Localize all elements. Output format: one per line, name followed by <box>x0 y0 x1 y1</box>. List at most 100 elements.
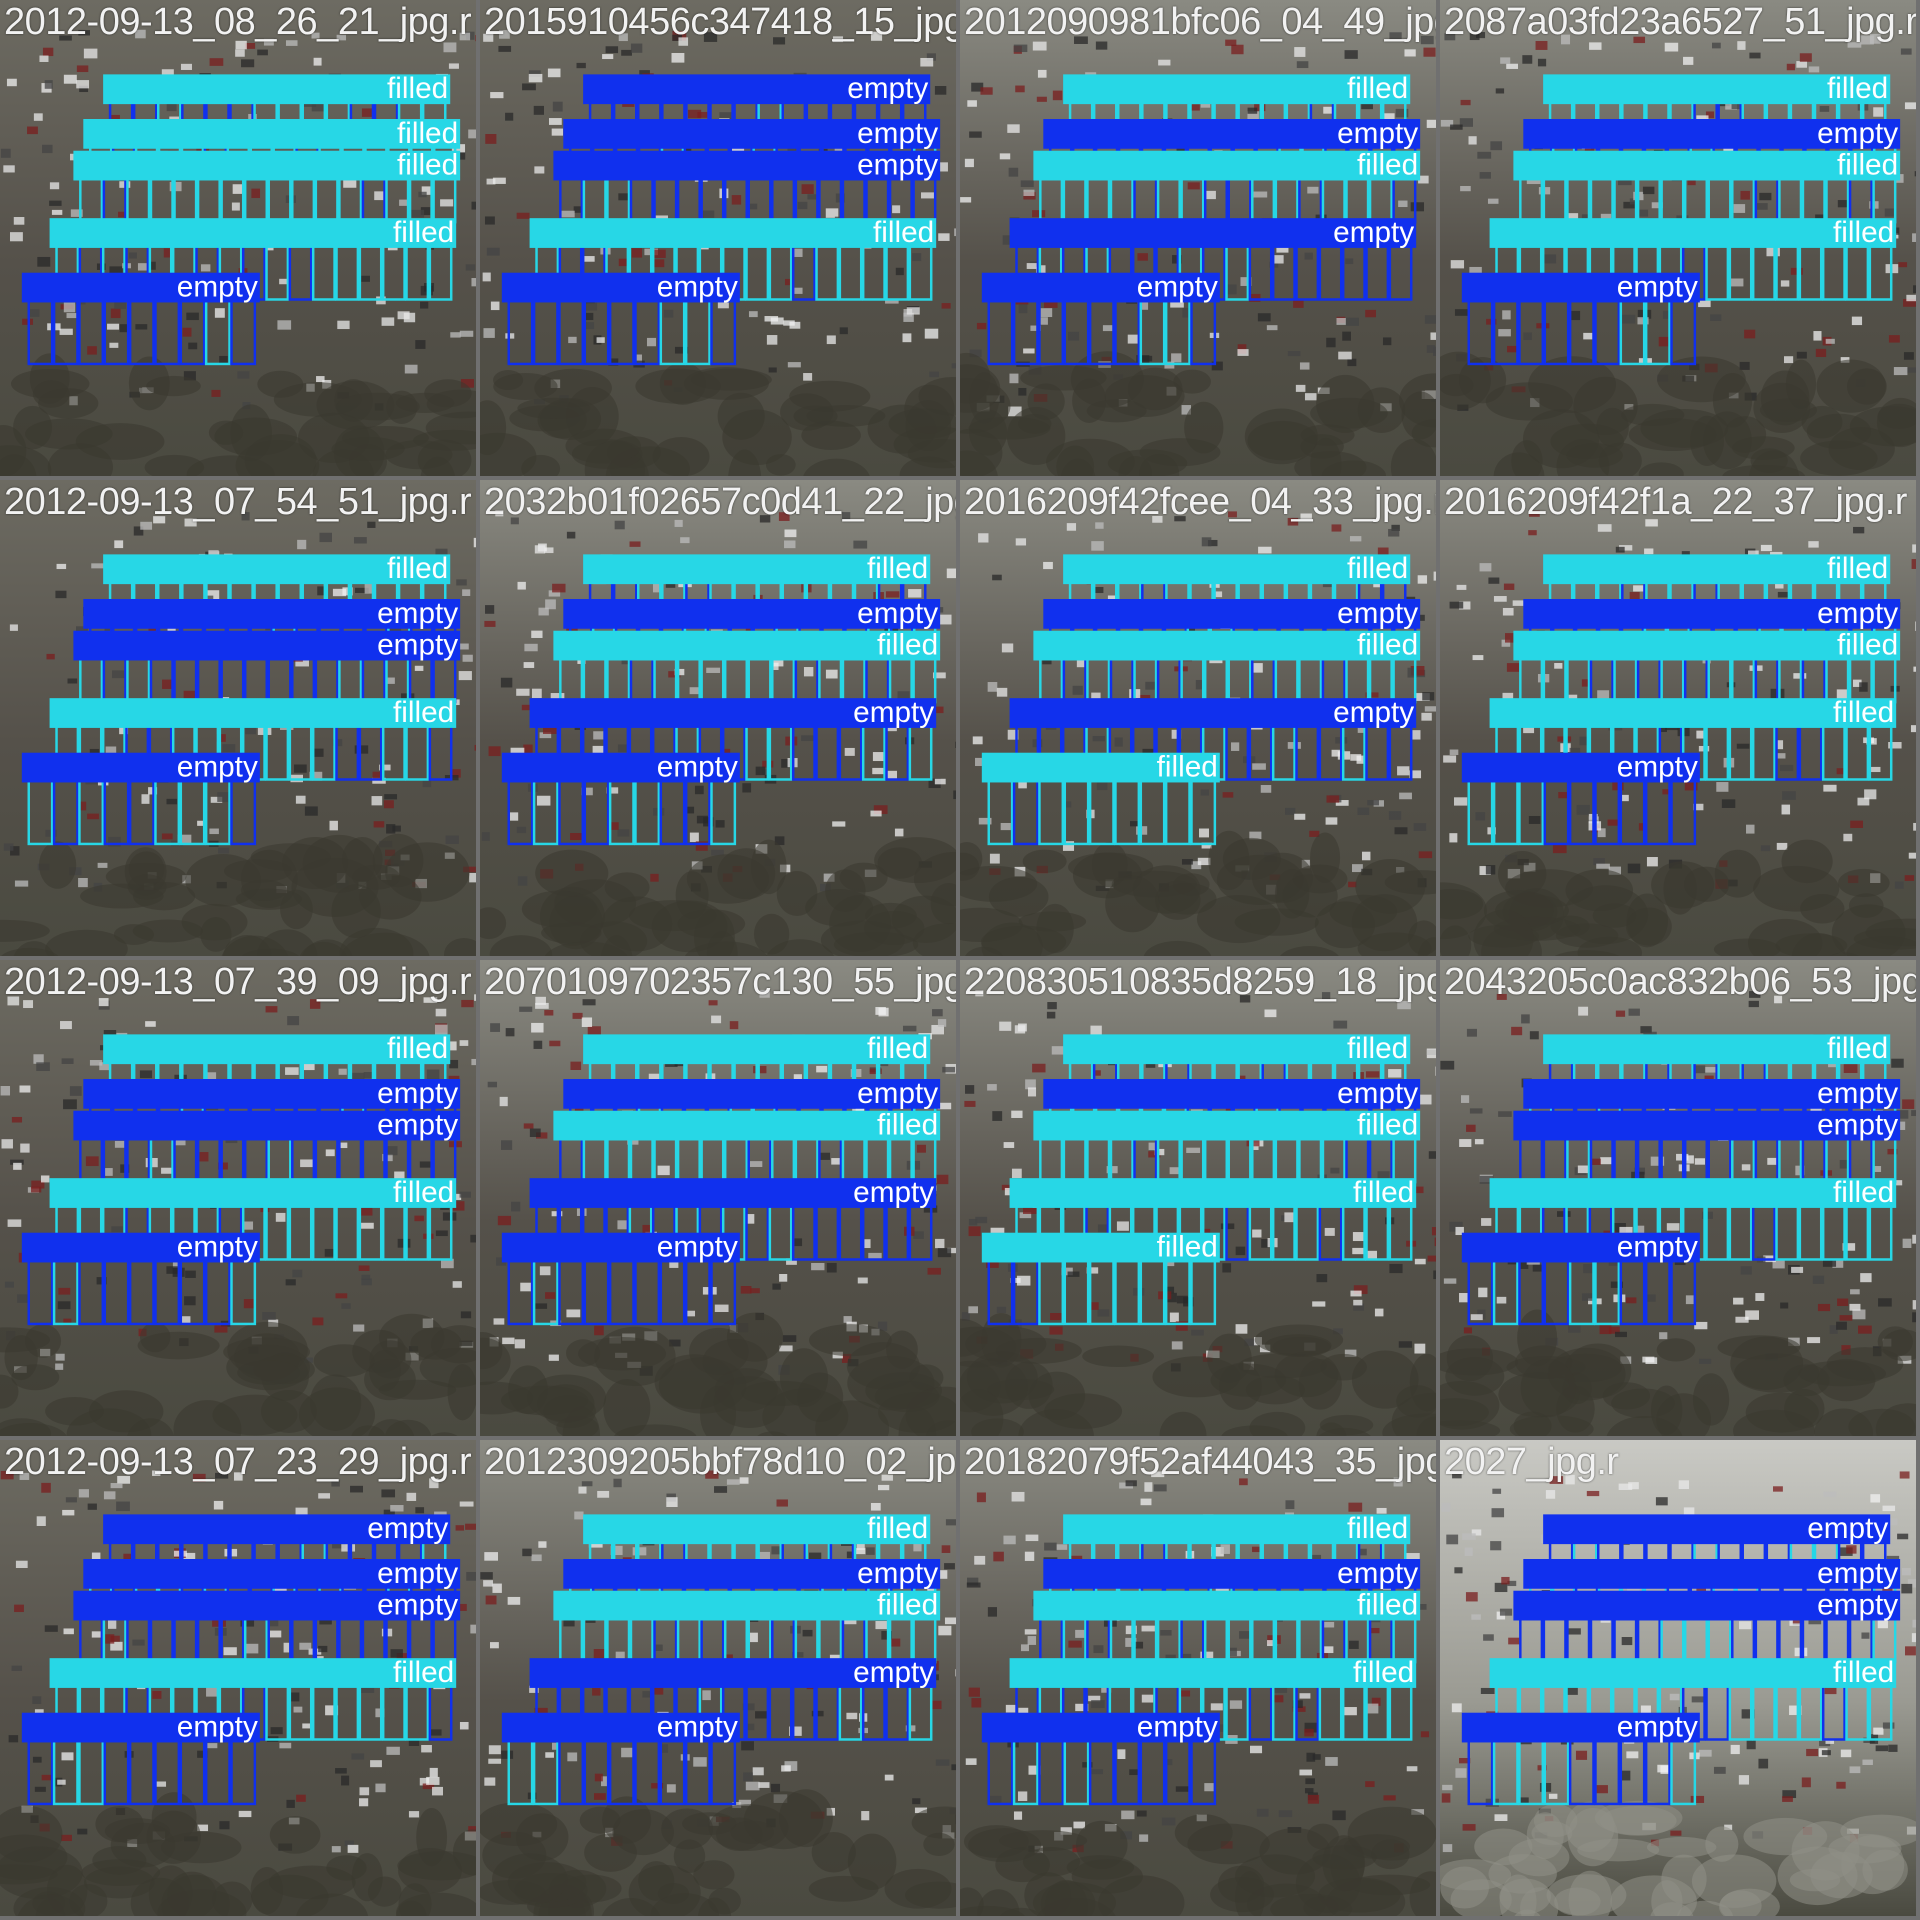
car-speckle <box>461 999 474 1008</box>
car-speckle <box>784 1761 798 1771</box>
tree-shadow <box>1371 1839 1410 1870</box>
car-speckle <box>516 688 530 696</box>
car-speckle <box>1020 180 1034 188</box>
car-speckle <box>875 1621 889 1630</box>
car-speckle <box>1777 753 1786 759</box>
class-label: empty <box>1333 216 1414 249</box>
car-speckle <box>629 541 641 547</box>
car-speckle <box>1013 44 1028 53</box>
car-speckle <box>1561 34 1571 45</box>
car-speckle <box>110 308 121 319</box>
car-speckle <box>633 354 642 364</box>
class-label: filled <box>867 1512 928 1545</box>
car-speckle <box>299 1642 312 1650</box>
car-speckle <box>445 835 459 844</box>
car-speckle <box>1878 1298 1892 1307</box>
car-speckle <box>103 1030 117 1039</box>
car-speckle <box>1203 190 1216 200</box>
label-banner <box>563 1079 941 1109</box>
tree-shadow <box>995 1847 1050 1883</box>
car-speckle <box>1148 1142 1157 1151</box>
car-speckle <box>329 820 338 831</box>
label-banner <box>1009 1178 1417 1208</box>
car-speckle <box>632 1547 647 1556</box>
car-speckle <box>1 1139 13 1149</box>
tree-shadow <box>1196 895 1281 944</box>
tree-shadow <box>237 1360 301 1385</box>
car-speckle <box>1625 1297 1637 1304</box>
car-speckle <box>1640 1026 1652 1034</box>
car-speckle <box>7 1219 22 1227</box>
tree-shadow <box>0 1374 19 1409</box>
car-speckle <box>1684 780 1698 791</box>
car-speckle <box>938 1625 952 1636</box>
class-label: filled <box>1827 1032 1888 1065</box>
car-speckle <box>374 191 387 201</box>
car-speckle <box>990 1227 1005 1237</box>
car-speckle <box>1629 591 1640 601</box>
car-speckle <box>484 1552 499 1561</box>
tree-shadow <box>1520 1887 1559 1916</box>
car-speckle <box>300 1159 314 1168</box>
car-speckle <box>980 87 993 95</box>
filename-label: 2032b01f02657c0d41_22_jpg.r <box>484 481 960 523</box>
car-speckle <box>484 1777 496 1786</box>
tree-shadow <box>1221 1425 1288 1436</box>
car-speckle <box>1693 803 1704 811</box>
car-speckle <box>786 1258 797 1265</box>
car-speckle <box>1443 755 1457 763</box>
car-speckle <box>414 1215 424 1222</box>
filename-label: 2012309205bbf78d10_02_jpg.r <box>484 1441 960 1483</box>
tree-shadow <box>0 445 52 476</box>
car-speckle <box>145 1021 156 1027</box>
car-speckle <box>1299 1769 1313 1776</box>
car-speckle <box>1171 1341 1183 1350</box>
car-speckle <box>955 1669 956 1677</box>
car-speckle <box>295 657 309 667</box>
class-label: filled <box>1833 1656 1894 1689</box>
car-speckle <box>60 1021 72 1030</box>
label-banner <box>49 1178 457 1208</box>
car-speckle <box>381 1489 396 1498</box>
car-speckle <box>147 261 156 270</box>
car-speckle <box>1517 1797 1529 1805</box>
car-speckle <box>1692 1065 1706 1074</box>
car-speckle <box>801 184 814 194</box>
car-speckle <box>902 333 912 343</box>
car-speckle <box>741 1741 754 1751</box>
car-speckle <box>927 1267 941 1275</box>
car-speckle <box>621 1747 635 1758</box>
car-speckle <box>243 1299 256 1309</box>
label-banner <box>83 599 461 629</box>
car-speckle <box>1252 1546 1262 1553</box>
car-speckle <box>1745 1310 1760 1320</box>
car-speckle <box>1345 258 1354 265</box>
car-speckle <box>296 1794 306 1802</box>
label-banner <box>1033 150 1421 181</box>
car-speckle <box>1284 1212 1296 1223</box>
car-speckle <box>693 1757 707 1767</box>
car-speckle <box>938 233 950 241</box>
car-speckle <box>1049 1326 1063 1335</box>
label-banner <box>49 218 457 248</box>
filename-label: 2087a03fd23a6527_51_jpg.r <box>1444 1 1918 43</box>
car-speckle <box>6 78 17 87</box>
label-banner <box>83 119 461 149</box>
car-speckle <box>1666 1223 1680 1231</box>
tree-shadow <box>1310 437 1342 476</box>
car-speckle <box>934 1174 949 1185</box>
car-speckle <box>500 1140 513 1150</box>
car-speckle <box>341 1775 350 1786</box>
car-speckle <box>1076 659 1086 668</box>
car-speckle <box>41 1774 52 1781</box>
car-speckle <box>593 1649 607 1659</box>
class-label: filled <box>1157 1231 1218 1264</box>
car-speckle <box>110 1483 123 1489</box>
car-speckle <box>117 1475 131 1484</box>
filename-label: 2012-09-13_07_23_29_jpg.r <box>4 1441 472 1483</box>
car-speckle <box>203 595 214 603</box>
car-speckle <box>1463 1327 1473 1334</box>
class-label: empty <box>1617 271 1698 304</box>
car-speckle <box>1899 1471 1910 1479</box>
car-speckle <box>1410 202 1425 212</box>
